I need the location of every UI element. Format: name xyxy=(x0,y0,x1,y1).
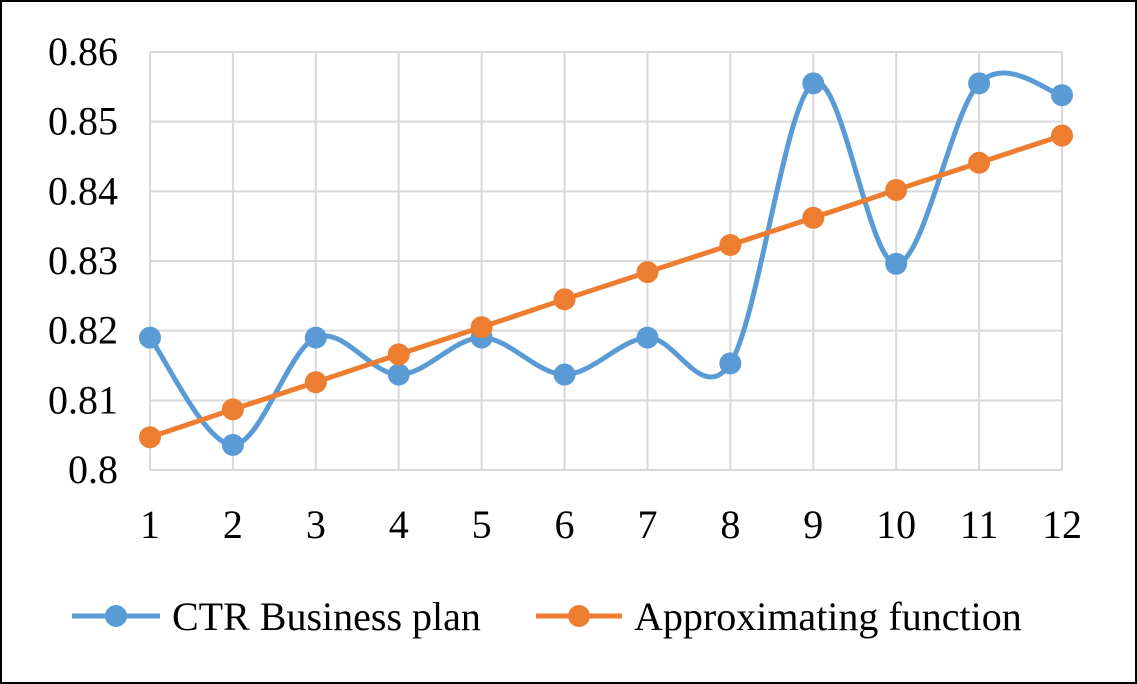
data-point xyxy=(636,261,659,284)
y-tick-label: 0.8 xyxy=(68,447,118,492)
x-tick-label: 11 xyxy=(960,502,999,547)
series-approximating-function xyxy=(139,124,1073,449)
series-line xyxy=(147,133,1065,440)
data-point xyxy=(802,72,825,95)
x-tick-label: 2 xyxy=(223,502,243,547)
data-point xyxy=(1051,124,1073,147)
x-tick-label: 12 xyxy=(1042,502,1082,547)
y-axis-ticks: 0.8 0.81 0.82 0.83 0.84 0.85 0.86 xyxy=(48,29,118,492)
data-point xyxy=(636,326,659,349)
y-tick-label: 0.81 xyxy=(48,377,118,422)
x-tick-label: 10 xyxy=(876,502,916,547)
x-tick-label: 5 xyxy=(472,502,492,547)
x-tick-label: 3 xyxy=(306,502,326,547)
x-tick-label: 1 xyxy=(140,502,160,547)
legend-label: CTR Business plan xyxy=(172,594,481,639)
legend-item: CTR Business plan xyxy=(72,594,481,639)
x-axis-ticks: 1 2 3 4 5 6 7 8 9 10 11 12 xyxy=(140,502,1082,547)
data-point xyxy=(719,352,742,375)
y-tick-label: 0.83 xyxy=(48,238,118,283)
series-layer xyxy=(139,70,1073,456)
data-point xyxy=(221,398,244,421)
legend: CTR Business plan Approximating function xyxy=(72,594,1022,639)
data-point xyxy=(387,363,410,386)
data-point xyxy=(139,426,161,449)
data-point xyxy=(553,363,576,386)
y-tick-label: 0.84 xyxy=(48,168,118,213)
x-tick-label: 6 xyxy=(555,502,575,547)
x-tick-label: 4 xyxy=(389,502,409,547)
data-point xyxy=(470,316,493,339)
data-point xyxy=(885,178,908,201)
data-point xyxy=(968,151,991,174)
y-tick-label: 0.82 xyxy=(48,308,118,353)
data-point xyxy=(719,233,742,256)
legend-marker xyxy=(568,605,590,627)
data-point xyxy=(139,326,161,349)
series-ctr-business-plan xyxy=(139,70,1073,456)
data-point xyxy=(802,206,825,229)
grid-lines xyxy=(149,51,1063,471)
y-tick-label: 0.85 xyxy=(48,99,118,144)
data-point xyxy=(387,343,410,366)
y-tick-label: 0.86 xyxy=(48,29,118,74)
data-point xyxy=(885,252,908,275)
data-point xyxy=(968,72,991,95)
data-point xyxy=(221,433,244,456)
data-point xyxy=(1051,84,1073,107)
legend-label: Approximating function xyxy=(634,594,1022,639)
x-tick-label: 7 xyxy=(637,502,657,547)
legend-item: Approximating function xyxy=(536,594,1022,639)
data-point xyxy=(304,371,327,394)
data-point xyxy=(553,288,576,311)
data-point xyxy=(304,326,327,349)
x-tick-label: 8 xyxy=(720,502,740,547)
legend-marker xyxy=(105,605,127,627)
x-tick-label: 9 xyxy=(803,502,823,547)
